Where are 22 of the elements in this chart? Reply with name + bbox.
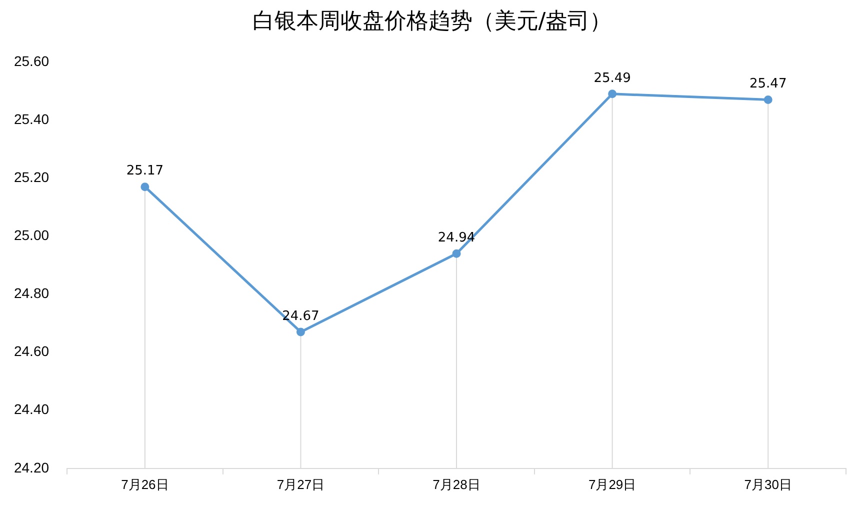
x-tick-label: 7月30日: [744, 476, 792, 492]
data-label: 25.49: [594, 70, 631, 86]
y-tick-label: 24.80: [14, 285, 50, 302]
y-tick-label: 25.60: [14, 52, 50, 69]
x-tick-label: 7月28日: [432, 476, 480, 492]
point: [764, 95, 772, 104]
y-tick-label: 25.20: [14, 168, 50, 185]
chart-title: 白银本周收盘价格趋势（美元/盎司）: [251, 8, 613, 36]
point: [140, 182, 150, 192]
y-tick-label: 25.00: [14, 227, 50, 244]
y-tick-label: 24.60: [14, 343, 50, 360]
point: [452, 249, 461, 258]
x-tick-label: 7月26日: [121, 476, 169, 492]
data-label: 25.47: [749, 76, 787, 92]
point: [296, 328, 305, 336]
data-label: 25.17: [126, 164, 164, 179]
y-tick-label: 24.20: [14, 459, 50, 476]
y-tick-label: 25.40: [14, 110, 50, 127]
x-tick-label: 7月27日: [276, 476, 325, 492]
x-tick-label: 7月29日: [588, 476, 636, 492]
point: [608, 90, 617, 98]
y-tick-label: 24.40: [14, 401, 50, 418]
